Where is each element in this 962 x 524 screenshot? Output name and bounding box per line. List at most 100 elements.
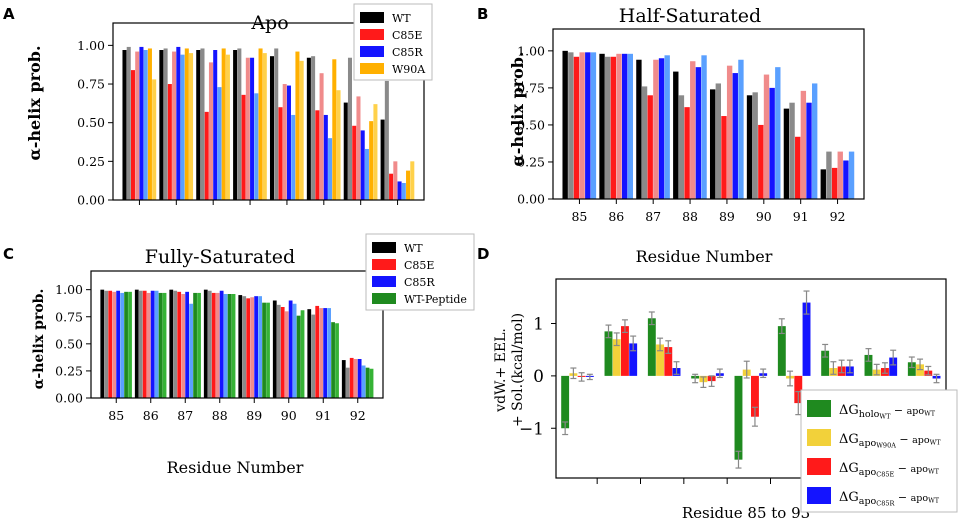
x-tick-label-b-87: 87 [645,209,661,224]
x-tick-label-b-89: 89 [719,209,735,224]
y-tick-label-a-4: 1.00 [77,38,105,53]
bar-c-WT-85-2 [104,290,109,398]
x-axis-label-d: Residue 85 to 93 [682,504,810,522]
bar-c-C85E-92-2 [353,359,358,398]
bar-a-C85E-92-2 [393,161,398,200]
x-tick-label-b-90: 90 [756,209,772,224]
bar-b-WT-86-1 [599,53,605,200]
bar-a-C85R-92-2 [401,182,406,200]
bar-a-C85R-92-1 [397,181,402,200]
legendC-swatch-WT-Peptide [372,293,396,304]
bar-a-C85R-89-1 [286,85,291,200]
legendA-swatch-C85E [360,29,384,40]
legend-d: ΔGholoWT − apoWT ΔGapoW90A − apoWT ΔGapoC8… [800,389,958,513]
y-tick-label-c-1: 0.25 [55,363,83,378]
chart-panel-b: Half-Saturated α-helix prob. Residue Num… [508,5,865,266]
bar-b-C85R-90-2 [775,67,781,200]
axes-a: 0.00 0.25 0.50 0.75 1.00 [77,22,425,208]
bar-a-W90A-92-2 [410,161,415,200]
bar-b-WT-91-1 [783,108,790,199]
y-tick-label-a-3: 0.75 [77,77,105,92]
bar-c-C85E-85-2 [112,291,117,398]
legendA-swatch-C85R [360,46,384,57]
x-tick-label-c-86: 86 [143,408,159,423]
bar-a-C85E-90-2 [319,73,324,200]
bar-c-C85E-86-1 [142,290,147,398]
bar-c-WT-92-2 [345,367,350,398]
bar-c-WT-91-1 [307,309,312,398]
bar-c-C85E-89-2 [250,297,255,398]
bar-a-W90A-87-1 [221,48,226,201]
bar-b-C85E-91-2 [800,90,807,199]
bar-b-C85E-90-2 [763,74,770,199]
bar-d-s1-90 [777,326,786,376]
bar-d-s1-87 [647,318,656,376]
bar-b-C85R-86-1 [621,53,628,200]
bar-b-C85R-89-2 [738,59,744,199]
x-axis-label-b: Residue Number [636,247,773,266]
bar-b-C85R-91-1 [806,102,812,199]
bar-a-W90A-88-1 [258,48,263,201]
y-tick-label-c-3: 0.75 [55,309,83,324]
bar-a-WT-85-1 [122,50,127,201]
bar-b-C85E-85-1 [573,56,580,199]
y-axis-label-d-line2: + Sol.(kcal/mol) [510,313,526,427]
bar-c-C85E-87-2 [181,294,186,398]
bars-b [562,50,855,200]
y-tick-label-c-2: 0.50 [55,336,83,351]
bar-c-WT-88-1 [203,289,208,398]
bar-c-WT-87-1 [169,289,174,398]
bar-b-WT-92-1 [820,169,826,199]
bar-c-WT-86-2 [138,290,143,398]
bar-d-s3-87 [664,347,673,376]
bar-b-C85E-86-2 [616,53,622,200]
bar-c-C85E-90-2 [284,311,289,398]
bar-c-C85R-89-2 [258,296,262,398]
bar-c-C85R-92-1 [357,359,362,398]
bar-b-WT-87-1 [636,59,642,199]
bar-b-C85E-91-1 [795,136,801,199]
bar-a-W90A-92-1 [406,170,411,200]
bar-a-C85R-88-2 [254,93,259,200]
legend-a: WT C85E C85R W90A [353,3,433,81]
bar-d-s3-86 [621,326,629,376]
bar-a-C85R-89-2 [291,114,296,200]
bar-a-W90A-86-1 [184,48,189,201]
bar-c-C85E-85-1 [108,290,113,398]
bar-a-W90A-91-2 [373,104,378,200]
bar-a-C85E-89-2 [282,84,287,200]
bar-a-C85R-91-1 [360,130,365,200]
bar-c-WT-Peptide-91-2 [335,323,339,398]
y-tick-label-b-2: 0.50 [517,117,545,132]
bar-c-C85R-89-1 [254,296,259,398]
bar-b-C85E-89-1 [721,116,727,199]
x-tick-label-b-92: 92 [830,209,846,224]
bar-b-C85R-92-2 [848,151,855,199]
legend-d-swatch-4 [807,487,831,504]
bar-b-C85E-90-1 [758,124,764,199]
y-tick-label-d-2: 1 [533,315,544,335]
bar-a-C85E-86-1 [167,84,172,200]
bar-c-C85R-87-2 [189,303,193,398]
bar-c-WT-Peptide-86-1 [158,292,163,398]
bar-c-C85R-88-2 [223,294,228,398]
axes-frame-b [552,28,865,200]
bar-a-C85E-87-1 [204,111,209,200]
bar-c-C85E-88-1 [211,292,216,398]
legendA-label-W90A: W90A [392,63,426,76]
legend-d-swatch-3 [807,458,831,475]
bar-a-WT-85-2 [126,46,131,200]
bar-b-C85R-90-1 [769,87,775,199]
bar-c-C85R-90-2 [292,303,297,398]
axes-frame-a [112,22,425,201]
bar-a-WT-92-2 [384,80,389,200]
bar-b-WT-87-2 [641,86,648,199]
bar-b-C85E-87-1 [647,95,653,199]
bar-c-C85E-88-2 [215,292,220,398]
bar-a-C85E-88-1 [241,94,246,200]
legendC-label-WT: WT [404,242,423,255]
bar-a-C85E-88-2 [245,57,250,200]
bar-d-s2-86 [612,339,621,376]
bar-a-WT-87-2 [200,48,205,201]
axes-frame-c [90,270,384,399]
